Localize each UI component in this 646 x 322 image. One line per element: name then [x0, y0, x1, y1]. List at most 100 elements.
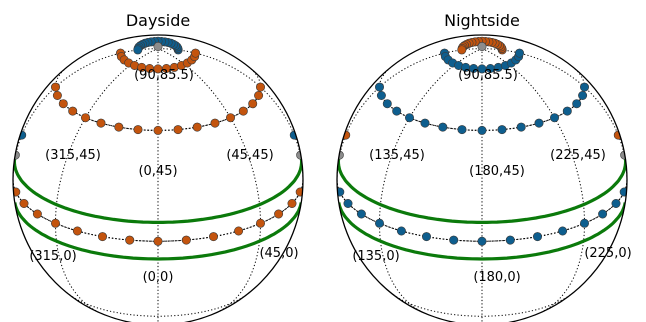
panel-title: Nightside	[444, 11, 520, 30]
coordinate-labels: (90,85.5) (315,45) (0,45) (45,45) (315,0…	[29, 68, 298, 285]
sample-dot	[611, 199, 621, 209]
sample-dot	[404, 113, 414, 123]
sample-dot	[209, 232, 219, 242]
label-mid-right: (45,45)	[226, 148, 273, 163]
sample-dot	[287, 199, 297, 209]
sample-dot	[579, 82, 589, 92]
sample-dot	[382, 99, 392, 109]
sample-dot	[274, 209, 284, 219]
sample-dot	[477, 236, 487, 246]
longitude-line	[157, 48, 303, 181]
sample-dot	[562, 106, 572, 116]
sample-dot	[133, 125, 143, 135]
sample-dot	[457, 45, 467, 55]
globe-outline	[336, 34, 628, 322]
longitude-line	[337, 48, 483, 181]
latitude-line	[337, 179, 627, 242]
dayside-panel: Dayside (90,85.5) (315,45) (0,45) (45,45…	[12, 11, 304, 322]
longitude-line	[13, 48, 159, 181]
sample-dot	[532, 232, 542, 242]
sample-dot	[114, 122, 124, 132]
horizon-ring	[13, 157, 303, 261]
sample-dot	[374, 218, 384, 228]
sample-dot	[549, 113, 559, 123]
label-mid-center: (180,45)	[469, 164, 525, 179]
label-mid-left: (135,45)	[369, 148, 425, 163]
longitude-line	[54, 48, 159, 315]
sample-dot	[516, 122, 526, 132]
sample-dot	[81, 113, 91, 123]
latitude-line	[66, 292, 250, 317]
longitude-line	[481, 48, 586, 315]
sample-dot	[181, 235, 191, 245]
sample-dot	[72, 226, 82, 236]
sample-dot	[191, 48, 201, 58]
sample-dot	[68, 106, 78, 116]
sample-dot	[19, 199, 29, 209]
sample-dot	[50, 82, 60, 92]
sample-dot	[505, 235, 515, 245]
label-low-right: (45,0)	[259, 246, 298, 261]
sample-dot	[32, 209, 42, 219]
sample-dot	[153, 125, 163, 135]
nightside-panel: Nightside (90,85.5) (135,45) (180,45) (2…	[336, 11, 632, 322]
sample-dot	[572, 99, 582, 109]
sample-dot	[457, 125, 467, 135]
panel-title: Dayside	[126, 11, 190, 30]
horizon-ring	[337, 157, 627, 261]
pole-dot	[477, 41, 487, 51]
label-low-left: (135,0)	[352, 249, 399, 264]
sample-dot	[254, 91, 264, 101]
label-pole: (90,85.5)	[134, 68, 194, 83]
label-mid-left: (315,45)	[45, 148, 101, 163]
sample-dot	[392, 106, 402, 116]
horizon-line	[13, 157, 303, 224]
label-low-center: (180,0)	[473, 270, 520, 285]
latitude-line	[13, 179, 303, 242]
sample-dot	[98, 232, 108, 242]
sample-dot	[153, 236, 163, 246]
sample-dot	[421, 232, 431, 242]
sample-dot	[133, 45, 143, 55]
sample-dot	[578, 91, 588, 101]
label-pole: (90,85.5)	[458, 68, 518, 83]
label-mid-right: (225,45)	[550, 148, 606, 163]
longitude-line	[378, 48, 483, 315]
sample-dot	[477, 125, 487, 135]
sample-dot	[125, 235, 135, 245]
sample-dot	[50, 218, 60, 228]
sample-dot	[255, 218, 265, 228]
sample-dot	[558, 226, 568, 236]
sample-dot	[579, 218, 589, 228]
sample-dot	[374, 82, 384, 92]
sample-dot	[534, 118, 544, 128]
horizon-line	[13, 202, 303, 261]
globe-outline	[12, 34, 304, 322]
label-low-center: (0,0)	[143, 270, 174, 285]
sample-dot	[226, 113, 236, 123]
longitude-line	[157, 48, 262, 315]
sample-dot	[514, 48, 524, 58]
sample-dot	[497, 125, 507, 135]
sample-dot	[210, 118, 220, 128]
sample-dot	[396, 226, 406, 236]
label-low-right: (225,0)	[584, 246, 631, 261]
sample-dot	[255, 82, 265, 92]
sample-dot	[96, 118, 106, 128]
longitude-line	[481, 48, 627, 181]
sample-dot	[238, 106, 248, 116]
horizon-line	[337, 157, 627, 224]
sample-dot	[234, 226, 244, 236]
sample-dot	[438, 122, 448, 132]
sample-dot	[356, 209, 366, 219]
latitude-line	[390, 292, 574, 317]
pole-dot	[153, 41, 163, 51]
coordinate-labels: (90,85.5) (135,45) (180,45) (225,45) (13…	[352, 68, 631, 285]
sample-dot	[343, 199, 353, 209]
sample-dot	[58, 99, 68, 109]
sample-dot	[173, 125, 183, 135]
sample-dot	[420, 118, 430, 128]
sample-dot	[376, 91, 386, 101]
sample-points	[337, 36, 627, 246]
